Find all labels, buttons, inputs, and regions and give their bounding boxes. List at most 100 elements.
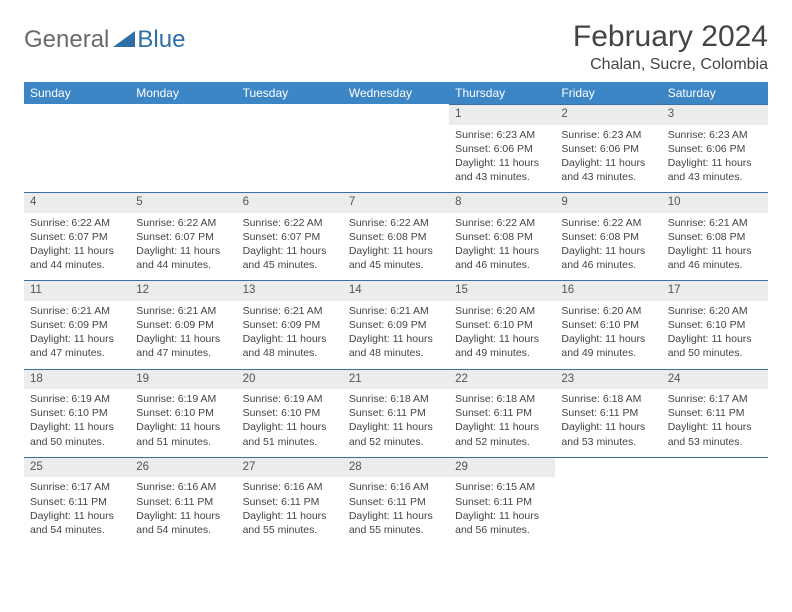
- daylight-text: Daylight: 11 hours and 51 minutes.: [243, 420, 337, 448]
- calendar-day-cell: 9Sunrise: 6:22 AMSunset: 6:08 PMDaylight…: [555, 192, 661, 280]
- sunrise-text: Sunrise: 6:19 AM: [30, 392, 124, 406]
- calendar-day-cell: 4Sunrise: 6:22 AMSunset: 6:07 PMDaylight…: [24, 192, 130, 280]
- day-number: 29: [449, 457, 555, 478]
- sunrise-text: Sunrise: 6:23 AM: [455, 128, 549, 142]
- sunset-text: Sunset: 6:09 PM: [136, 318, 230, 332]
- daylight-text: Daylight: 11 hours and 49 minutes.: [561, 332, 655, 360]
- sunrise-text: Sunrise: 6:22 AM: [349, 216, 443, 230]
- day-body: [662, 477, 768, 544]
- day-number: 27: [237, 457, 343, 478]
- page-header: General Blue February 2024 Chalan, Sucre…: [24, 20, 768, 74]
- day-body: Sunrise: 6:23 AMSunset: 6:06 PMDaylight:…: [555, 125, 661, 193]
- day-header: Thursday: [449, 82, 555, 104]
- daylight-text: Daylight: 11 hours and 45 minutes.: [243, 244, 337, 272]
- daylight-text: Daylight: 11 hours and 44 minutes.: [136, 244, 230, 272]
- calendar-week-row: 4Sunrise: 6:22 AMSunset: 6:07 PMDaylight…: [24, 192, 768, 280]
- sunset-text: Sunset: 6:09 PM: [30, 318, 124, 332]
- sunrise-text: Sunrise: 6:22 AM: [136, 216, 230, 230]
- calendar-head: SundayMondayTuesdayWednesdayThursdayFrid…: [24, 82, 768, 104]
- day-number: 12: [130, 280, 236, 301]
- calendar-day-cell: 29Sunrise: 6:15 AMSunset: 6:11 PMDayligh…: [449, 457, 555, 545]
- calendar-day-cell: [662, 457, 768, 545]
- calendar-day-cell: 22Sunrise: 6:18 AMSunset: 6:11 PMDayligh…: [449, 369, 555, 457]
- sunset-text: Sunset: 6:10 PM: [243, 406, 337, 420]
- sunset-text: Sunset: 6:11 PM: [349, 495, 443, 509]
- sunset-text: Sunset: 6:11 PM: [349, 406, 443, 420]
- day-number: 21: [343, 369, 449, 390]
- day-number: 22: [449, 369, 555, 390]
- calendar-day-cell: [237, 104, 343, 192]
- day-number: 8: [449, 192, 555, 213]
- sunrise-text: Sunrise: 6:18 AM: [455, 392, 549, 406]
- calendar-day-cell: 18Sunrise: 6:19 AMSunset: 6:10 PMDayligh…: [24, 369, 130, 457]
- day-body: Sunrise: 6:20 AMSunset: 6:10 PMDaylight:…: [449, 301, 555, 369]
- calendar-day-cell: 16Sunrise: 6:20 AMSunset: 6:10 PMDayligh…: [555, 280, 661, 368]
- day-number: 7: [343, 192, 449, 213]
- day-number: 19: [130, 369, 236, 390]
- day-body: Sunrise: 6:16 AMSunset: 6:11 PMDaylight:…: [237, 477, 343, 545]
- day-number: 5: [130, 192, 236, 213]
- day-body: Sunrise: 6:21 AMSunset: 6:08 PMDaylight:…: [662, 213, 768, 281]
- day-number: 24: [662, 369, 768, 390]
- sunrise-text: Sunrise: 6:21 AM: [136, 304, 230, 318]
- day-body: Sunrise: 6:17 AMSunset: 6:11 PMDaylight:…: [24, 477, 130, 545]
- daylight-text: Daylight: 11 hours and 54 minutes.: [136, 509, 230, 537]
- day-body: Sunrise: 6:20 AMSunset: 6:10 PMDaylight:…: [662, 301, 768, 369]
- day-body: Sunrise: 6:23 AMSunset: 6:06 PMDaylight:…: [662, 125, 768, 193]
- day-number: 11: [24, 280, 130, 301]
- calendar-day-cell: 15Sunrise: 6:20 AMSunset: 6:10 PMDayligh…: [449, 280, 555, 368]
- calendar-day-cell: 7Sunrise: 6:22 AMSunset: 6:08 PMDaylight…: [343, 192, 449, 280]
- day-body: Sunrise: 6:21 AMSunset: 6:09 PMDaylight:…: [130, 301, 236, 369]
- day-header: Tuesday: [237, 82, 343, 104]
- day-number: 9: [555, 192, 661, 213]
- calendar-day-cell: [24, 104, 130, 192]
- daylight-text: Daylight: 11 hours and 55 minutes.: [349, 509, 443, 537]
- logo: General Blue: [24, 20, 185, 54]
- day-header: Friday: [555, 82, 661, 104]
- day-body: Sunrise: 6:18 AMSunset: 6:11 PMDaylight:…: [343, 389, 449, 457]
- sunrise-text: Sunrise: 6:22 AM: [455, 216, 549, 230]
- calendar-day-cell: 25Sunrise: 6:17 AMSunset: 6:11 PMDayligh…: [24, 457, 130, 545]
- calendar-day-cell: 14Sunrise: 6:21 AMSunset: 6:09 PMDayligh…: [343, 280, 449, 368]
- day-number: 28: [343, 457, 449, 478]
- day-body: Sunrise: 6:21 AMSunset: 6:09 PMDaylight:…: [24, 301, 130, 369]
- day-body: Sunrise: 6:22 AMSunset: 6:07 PMDaylight:…: [130, 213, 236, 281]
- calendar-day-cell: 6Sunrise: 6:22 AMSunset: 6:07 PMDaylight…: [237, 192, 343, 280]
- day-body: Sunrise: 6:22 AMSunset: 6:07 PMDaylight:…: [24, 213, 130, 281]
- calendar-day-cell: [130, 104, 236, 192]
- calendar-day-cell: 1Sunrise: 6:23 AMSunset: 6:06 PMDaylight…: [449, 104, 555, 192]
- day-number: [555, 457, 661, 478]
- daylight-text: Daylight: 11 hours and 47 minutes.: [136, 332, 230, 360]
- day-header-row: SundayMondayTuesdayWednesdayThursdayFrid…: [24, 82, 768, 104]
- calendar-day-cell: 19Sunrise: 6:19 AMSunset: 6:10 PMDayligh…: [130, 369, 236, 457]
- sunset-text: Sunset: 6:11 PM: [455, 495, 549, 509]
- sunrise-text: Sunrise: 6:16 AM: [349, 480, 443, 494]
- day-body: [24, 124, 130, 191]
- sunrise-text: Sunrise: 6:22 AM: [561, 216, 655, 230]
- daylight-text: Daylight: 11 hours and 52 minutes.: [455, 420, 549, 448]
- daylight-text: Daylight: 11 hours and 55 minutes.: [243, 509, 337, 537]
- daylight-text: Daylight: 11 hours and 53 minutes.: [668, 420, 762, 448]
- sunrise-text: Sunrise: 6:22 AM: [30, 216, 124, 230]
- sunset-text: Sunset: 6:11 PM: [136, 495, 230, 509]
- day-number: 2: [555, 104, 661, 125]
- calendar-day-cell: 27Sunrise: 6:16 AMSunset: 6:11 PMDayligh…: [237, 457, 343, 545]
- sunset-text: Sunset: 6:11 PM: [668, 406, 762, 420]
- sunrise-text: Sunrise: 6:16 AM: [136, 480, 230, 494]
- day-number: 14: [343, 280, 449, 301]
- calendar-table: SundayMondayTuesdayWednesdayThursdayFrid…: [24, 82, 768, 545]
- day-number: [662, 457, 768, 478]
- daylight-text: Daylight: 11 hours and 56 minutes.: [455, 509, 549, 537]
- sunset-text: Sunset: 6:08 PM: [561, 230, 655, 244]
- day-body: Sunrise: 6:18 AMSunset: 6:11 PMDaylight:…: [555, 389, 661, 457]
- calendar-day-cell: 3Sunrise: 6:23 AMSunset: 6:06 PMDaylight…: [662, 104, 768, 192]
- sunrise-text: Sunrise: 6:23 AM: [668, 128, 762, 142]
- calendar-day-cell: 10Sunrise: 6:21 AMSunset: 6:08 PMDayligh…: [662, 192, 768, 280]
- daylight-text: Daylight: 11 hours and 43 minutes.: [455, 156, 549, 184]
- day-number: [24, 104, 130, 124]
- day-number: 18: [24, 369, 130, 390]
- daylight-text: Daylight: 11 hours and 50 minutes.: [30, 420, 124, 448]
- calendar-day-cell: [555, 457, 661, 545]
- daylight-text: Daylight: 11 hours and 50 minutes.: [668, 332, 762, 360]
- daylight-text: Daylight: 11 hours and 54 minutes.: [30, 509, 124, 537]
